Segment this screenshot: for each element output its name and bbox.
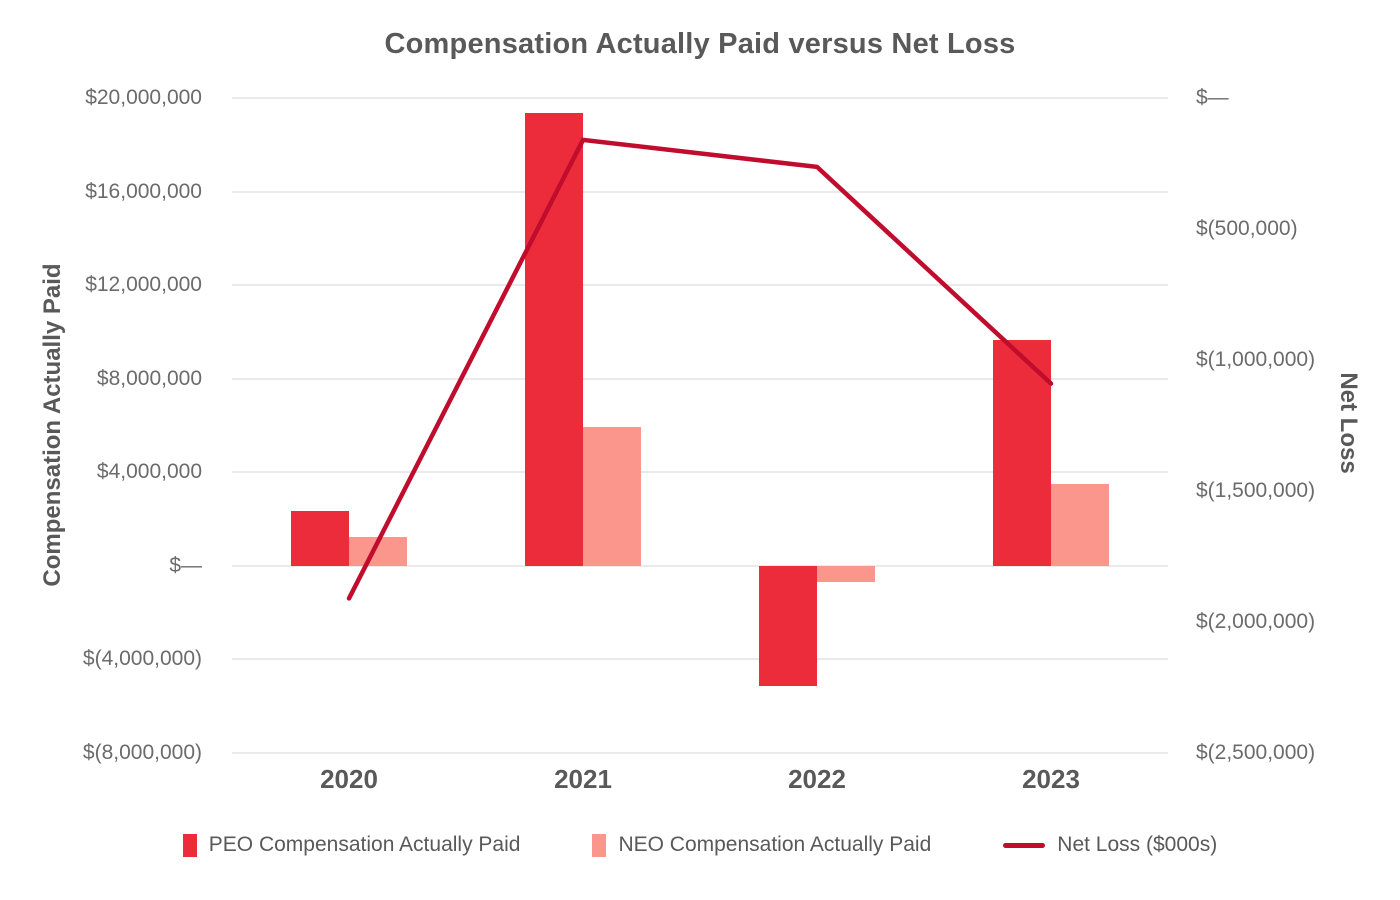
bar-peo-2023 — [993, 340, 1051, 566]
left-axis-tick-label: $(4,000,000) — [82, 647, 202, 671]
plot-area — [232, 97, 1168, 754]
bar-neo-2022 — [817, 565, 875, 582]
x-axis-label: 2023 — [1022, 764, 1080, 794]
gridline — [232, 471, 1168, 474]
x-axis-label: 2021 — [554, 764, 612, 794]
neo-color-swatch — [592, 833, 607, 857]
peo-color-swatch — [182, 833, 197, 857]
left-axis-tick-label: $4,000,000 — [96, 460, 202, 484]
left-axis-tick-label: $16,000,000 — [85, 179, 202, 203]
right-axis-tick-label: $(2,500,000) — [1196, 741, 1316, 764]
left-axis-tick-label: $(8,000,000) — [82, 741, 202, 764]
gridline — [232, 564, 1168, 567]
gridline — [232, 97, 1168, 99]
bar-peo-2021 — [525, 113, 583, 566]
gridline — [232, 377, 1168, 380]
right-axis-tick-label: $(2,000,000) — [1196, 610, 1316, 633]
right-axis-tick-label: $(1,500,000) — [1196, 479, 1316, 502]
legend-label-netloss: Net Loss ($000s) — [1057, 833, 1218, 856]
left-axis-title: Compensation Actually Paid — [39, 263, 66, 587]
gridline — [232, 190, 1168, 193]
left-axis-tick-label: $12,000,000 — [85, 273, 202, 297]
bar-neo-2023 — [1051, 483, 1109, 566]
net-loss-line — [346, 137, 1054, 601]
gridline — [232, 658, 1168, 661]
gridline — [232, 284, 1168, 287]
bar-peo-2020 — [291, 510, 349, 566]
bar-peo-2022 — [759, 565, 817, 687]
left-axis-tick-label: $— — [169, 553, 202, 577]
left-axis-tick-label: $20,000,000 — [85, 86, 202, 109]
right-axis-tick-label: $— — [1196, 86, 1229, 109]
legend-item-peo: PEO Compensation Actually Paid — [182, 833, 521, 857]
legend: PEO Compensation Actually Paid NEO Compe… — [0, 833, 1400, 857]
x-axis-label: 2020 — [320, 764, 378, 794]
right-axis-title: Net Loss — [1335, 372, 1362, 474]
legend-item-netloss: Net Loss ($000s) — [1003, 833, 1217, 857]
chart-title: Compensation Actually Paid versus Net Lo… — [384, 28, 1016, 60]
x-axis-label: 2022 — [788, 764, 846, 794]
left-axis-tick-label: $8,000,000 — [96, 366, 202, 390]
legend-item-neo: NEO Compensation Actually Paid — [592, 833, 931, 857]
bar-neo-2021 — [583, 426, 641, 566]
net-loss-line-swatch — [1003, 842, 1046, 848]
right-axis-tick-label: $(1,000,000) — [1196, 348, 1316, 371]
legend-label-neo: NEO Compensation Actually Paid — [618, 833, 932, 856]
right-axis-tick-label: $(500,000) — [1196, 217, 1298, 240]
legend-label-peo: PEO Compensation Actually Paid — [208, 833, 521, 856]
gridline — [232, 752, 1168, 754]
